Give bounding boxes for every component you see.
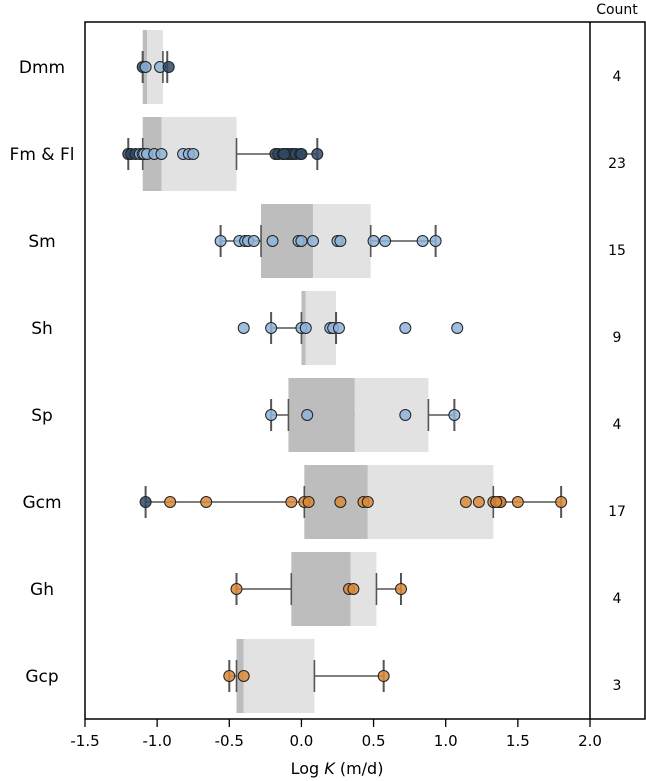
data-point <box>301 409 314 421</box>
data-point <box>459 496 472 508</box>
x-axis-label-var: K <box>324 759 336 778</box>
data-point <box>332 322 345 334</box>
data-point <box>448 409 461 421</box>
data-point <box>399 409 412 421</box>
x-tick-label: -0.5 <box>215 732 244 750</box>
count-header: Count <box>596 2 638 18</box>
data-point <box>278 148 291 160</box>
category-label: Dmm <box>19 58 65 78</box>
count-value: 15 <box>608 243 626 259</box>
x-tick-label: 0.0 <box>289 732 313 750</box>
data-point <box>379 235 392 247</box>
data-point <box>416 235 429 247</box>
x-axis: -1.5 -1.0 -0.5 0.0 0.5 1.0 1.5 2.0 <box>70 719 602 750</box>
data-point <box>306 235 319 247</box>
data-point <box>266 235 279 247</box>
data-point <box>200 496 213 508</box>
count-value: 4 <box>613 591 622 607</box>
data-point <box>511 496 524 508</box>
data-point <box>334 235 347 247</box>
points-layer <box>122 61 568 682</box>
data-point <box>361 496 374 508</box>
count-value: 4 <box>613 417 622 433</box>
count-value: 23 <box>608 156 626 172</box>
plot-frame <box>84 21 646 720</box>
data-point <box>367 235 380 247</box>
count-value: 4 <box>613 69 622 85</box>
data-point <box>311 148 324 160</box>
data-point <box>214 235 227 247</box>
x-axis-label-suffix: (m/d) <box>335 759 384 778</box>
data-point <box>162 61 175 73</box>
data-point <box>155 148 168 160</box>
count-labels: 4 23 15 9 4 17 4 3 <box>608 69 626 694</box>
count-value: 9 <box>613 330 622 346</box>
count-value: 17 <box>608 504 626 520</box>
data-point <box>223 670 236 682</box>
data-point <box>429 235 442 247</box>
boxes-layer <box>127 30 563 713</box>
category-label: Fm & Fl <box>10 145 75 165</box>
data-point <box>334 496 347 508</box>
data-point <box>299 322 312 334</box>
category-label: Gcm <box>22 493 61 513</box>
data-point <box>295 148 308 160</box>
data-point <box>237 322 250 334</box>
data-point <box>230 583 243 595</box>
data-point <box>302 496 315 508</box>
data-point <box>555 496 568 508</box>
data-point <box>472 496 485 508</box>
category-label: Sp <box>31 406 53 426</box>
data-point <box>295 235 308 247</box>
data-point <box>265 322 278 334</box>
category-label: Sm <box>28 232 55 252</box>
box-lower <box>288 378 355 452</box>
x-tick-label: -1.5 <box>70 732 99 750</box>
box-upper <box>354 378 429 452</box>
box-upper <box>243 639 315 713</box>
box-upper <box>367 465 494 539</box>
box-lower <box>291 552 351 626</box>
data-point <box>187 148 200 160</box>
data-point <box>377 670 390 682</box>
data-point <box>399 322 412 334</box>
data-point <box>247 235 260 247</box>
data-point <box>285 496 298 508</box>
data-point <box>347 583 360 595</box>
data-point <box>139 61 152 73</box>
x-axis-label: Log K (m/d) <box>291 759 384 778</box>
x-tick-label: 2.0 <box>578 732 602 750</box>
x-tick-label: 1.5 <box>506 732 530 750</box>
data-point <box>394 583 407 595</box>
count-value: 3 <box>613 678 622 694</box>
x-tick-label: -1.0 <box>143 732 172 750</box>
x-tick-label: 0.5 <box>362 732 386 750</box>
x-tick-label: 1.0 <box>434 732 458 750</box>
x-axis-label-prefix: Log <box>291 759 325 778</box>
category-labels: Dmm Fm & Fl Sm Sh Sp Gcm Gh Gcp <box>10 58 75 687</box>
category-label: Gcp <box>25 667 58 687</box>
data-point <box>139 496 152 508</box>
data-point <box>490 496 503 508</box>
category-label: Gh <box>30 580 54 600</box>
data-point <box>164 496 177 508</box>
data-point <box>451 322 464 334</box>
category-label: Sh <box>31 319 53 339</box>
data-point <box>237 670 250 682</box>
data-point <box>265 409 278 421</box>
